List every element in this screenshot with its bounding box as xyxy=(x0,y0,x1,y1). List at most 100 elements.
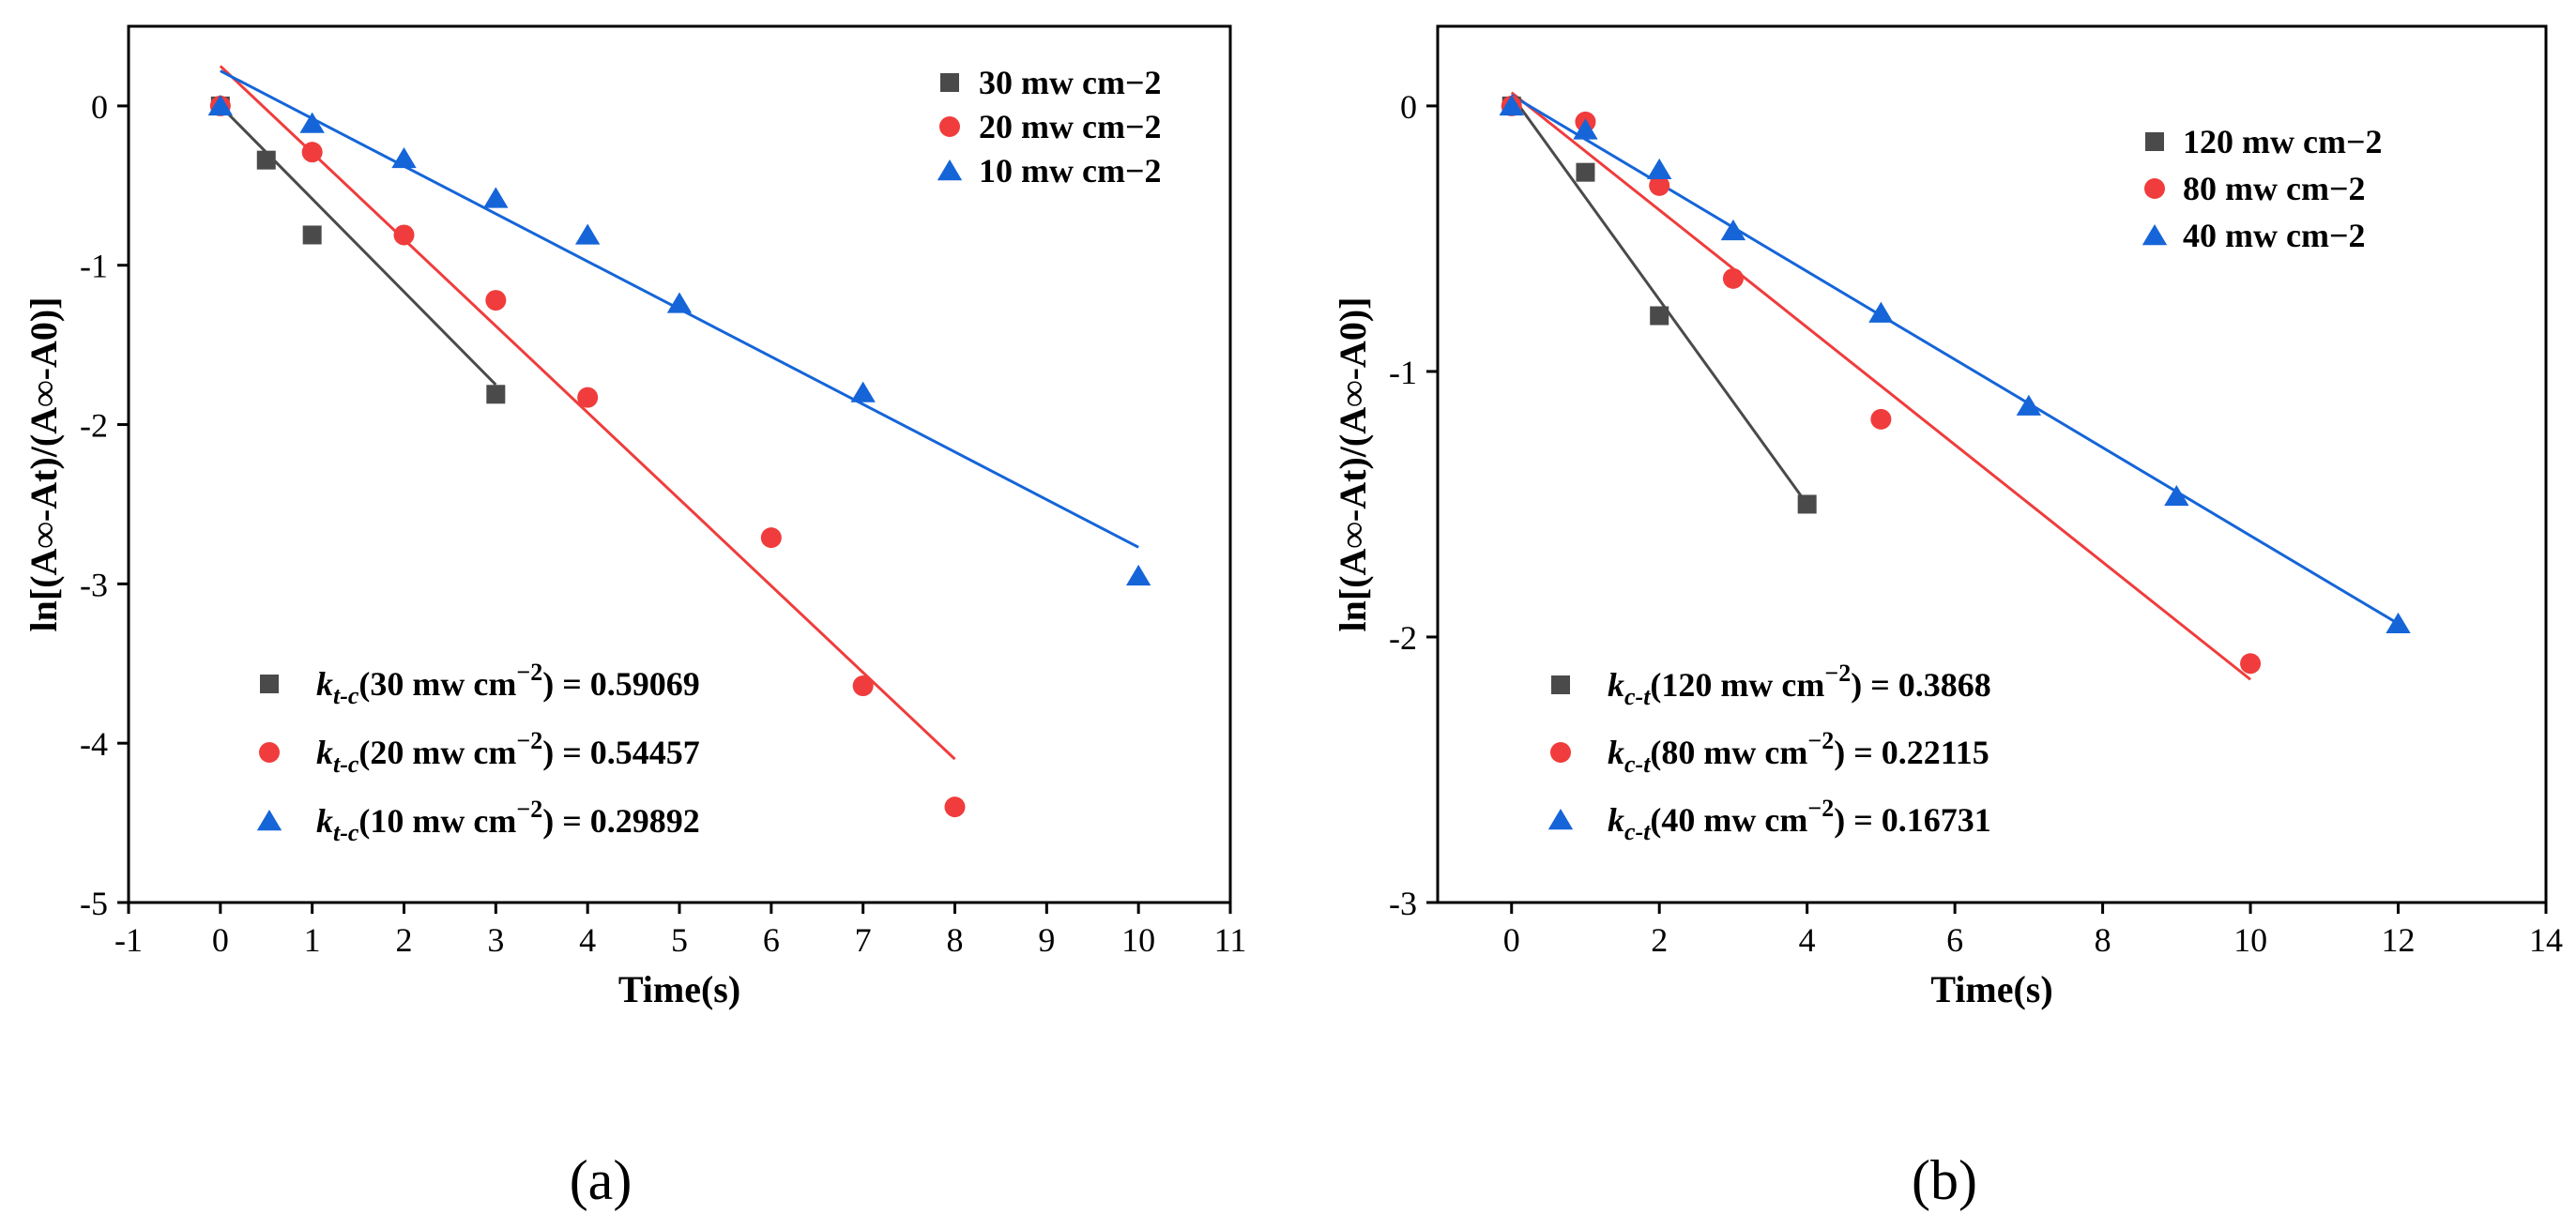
data-point-circle xyxy=(485,290,507,311)
fit-line-circle xyxy=(219,65,956,761)
x-tick-label: 2 xyxy=(396,921,413,959)
data-point-square xyxy=(486,385,506,404)
x-tick-label: 1 xyxy=(304,921,321,959)
k-condition: (80 mw cm xyxy=(1650,734,1807,771)
data-point-square xyxy=(1650,306,1669,326)
k-superscript: −2 xyxy=(516,659,542,686)
k-subscript: t-c xyxy=(333,819,359,846)
k-condition: (30 mw cm xyxy=(358,665,516,703)
legend-marker-triangle xyxy=(937,159,963,181)
x-axis-label: Time(s) xyxy=(618,968,740,1010)
x-tick-label: 0 xyxy=(212,921,229,959)
data-point-triangle xyxy=(207,94,234,116)
data-point-circle xyxy=(760,527,782,549)
panel-label: (a) xyxy=(570,1149,633,1211)
data-point-square xyxy=(302,225,322,245)
k-subscript: c-t xyxy=(1624,818,1651,845)
data-point-triangle xyxy=(850,381,876,402)
y-tick-label: 0 xyxy=(91,88,108,126)
k-legend-marker-triangle xyxy=(256,810,282,831)
k-legend-marker-circle xyxy=(259,742,280,763)
legend-label: 20 mw cm−2 xyxy=(979,108,1161,145)
x-tick-label: -1 xyxy=(114,921,143,959)
data-point-circle xyxy=(1722,267,1744,289)
data-point-triangle xyxy=(2385,612,2411,634)
k-value: ) = 0.3868 xyxy=(1851,666,1991,704)
legend-label: 10 mw cm−2 xyxy=(979,152,1161,190)
panel-b: 0 2 4 6 8 10 12 14 -3 -2 -1 0 Time(s) ln[(A∞-At)/(A∞-… xyxy=(1332,24,2563,1211)
k-subscript: t-c xyxy=(333,751,359,778)
legend-marker-circle xyxy=(2144,178,2165,199)
data-point-triangle xyxy=(299,112,325,133)
fit-line-square xyxy=(1510,94,1808,506)
legend-label: 80 mw cm−2 xyxy=(2183,170,2365,207)
legend-label: 40 mw cm−2 xyxy=(2183,217,2365,254)
k-value: ) = 0.16731 xyxy=(1834,801,1991,839)
k-condition: (40 mw cm xyxy=(1650,801,1807,839)
k-subscript: t-c xyxy=(333,682,359,709)
k-symbol: k xyxy=(1608,801,1624,839)
x-tick-label: 4 xyxy=(579,921,596,959)
k-superscript: −2 xyxy=(516,727,542,754)
y-tick-label: -4 xyxy=(80,725,108,763)
data-point-triangle xyxy=(1499,94,1524,116)
x-tick-label: 12 xyxy=(2382,921,2416,959)
k-superscript: −2 xyxy=(1824,660,1851,687)
plot-frame xyxy=(1436,24,2548,904)
data-point-circle xyxy=(393,224,415,246)
legend-label: 30 mw cm−2 xyxy=(979,64,1161,101)
y-tick-label: -1 xyxy=(80,248,108,285)
data-point-triangle xyxy=(574,223,601,245)
x-tick-label: 8 xyxy=(947,921,964,959)
data-point-triangle xyxy=(391,146,417,169)
y-axis-label: ln[(A∞-At)/(A∞-A0)] xyxy=(23,297,65,632)
data-point-circle xyxy=(852,675,874,697)
data-point-square xyxy=(256,150,276,170)
k-value: ) = 0.59069 xyxy=(542,665,700,703)
panel-label: (b) xyxy=(1912,1149,1977,1211)
data-point-triangle xyxy=(1573,118,1598,140)
x-tick-label: 4 xyxy=(1799,921,1816,959)
data-point-triangle xyxy=(483,187,509,208)
x-tick-label: 0 xyxy=(1503,921,1520,959)
x-tick-label: 14 xyxy=(2529,921,2563,959)
data-point-circle xyxy=(301,142,323,163)
legend-marker-circle xyxy=(939,116,960,137)
x-tick-label: 11 xyxy=(1214,921,1247,959)
x-tick-label: 2 xyxy=(1651,921,1668,959)
k-symbol: k xyxy=(316,734,333,771)
k-symbol: k xyxy=(316,665,333,703)
legend-marker-square xyxy=(940,73,959,92)
data-point-square xyxy=(1797,494,1817,514)
k-condition: (20 mw cm xyxy=(358,734,516,771)
k-symbol: k xyxy=(316,802,333,840)
k-legend-marker-triangle xyxy=(1547,809,1574,830)
k-subscript: c-t xyxy=(1624,683,1651,710)
x-tick-label: 10 xyxy=(2233,921,2267,959)
k-legend-marker-circle xyxy=(1550,742,1571,763)
x-axis-label: Time(s) xyxy=(1930,968,2052,1010)
data-point-circle xyxy=(944,797,966,818)
x-tick-label: 8 xyxy=(2095,921,2111,959)
x-tick-label: 3 xyxy=(487,921,504,959)
data-point-circle xyxy=(1870,408,1892,430)
panel-a: -1 0 1 2 3 4 5 6 7 8 9 10 11 -5 -4 -3 -2 -1 0 Time(s) ln[(A∞… xyxy=(23,24,1247,1211)
k-superscript: −2 xyxy=(516,796,542,823)
data-point-triangle xyxy=(1125,564,1151,586)
x-tick-label: 6 xyxy=(763,921,780,959)
k-symbol: k xyxy=(1608,734,1624,771)
rate-constant-label: kt-c(10 mw cm−2) = 0.29892 xyxy=(316,796,700,846)
data-point-triangle xyxy=(1868,301,1894,323)
data-point-circle xyxy=(2240,653,2262,675)
k-superscript: −2 xyxy=(1807,795,1834,822)
legend-marker-triangle xyxy=(2142,224,2168,246)
k-condition: (10 mw cm xyxy=(358,802,516,840)
k-legend-marker-square xyxy=(260,675,279,693)
y-tick-label: -3 xyxy=(1389,885,1417,922)
y-tick-label: 0 xyxy=(1400,88,1417,126)
fit-line-square xyxy=(219,104,497,387)
k-value: ) = 0.29892 xyxy=(542,802,700,840)
fit-line-circle xyxy=(1510,91,2251,681)
y-tick-label: -1 xyxy=(1389,354,1417,391)
